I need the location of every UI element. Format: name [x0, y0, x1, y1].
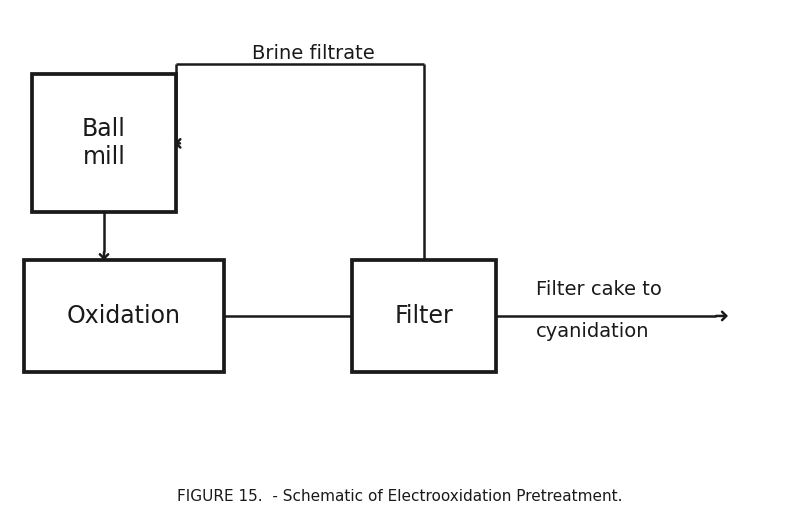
Text: FIGURE 15.  - Schematic of Electrooxidation Pretreatment.: FIGURE 15. - Schematic of Electrooxidati… [178, 490, 622, 504]
Text: cyanidation: cyanidation [536, 322, 650, 341]
FancyBboxPatch shape [32, 74, 176, 212]
FancyBboxPatch shape [352, 260, 496, 372]
Text: Filter cake to: Filter cake to [536, 280, 662, 299]
Text: Filter: Filter [394, 304, 454, 328]
Text: Ball
mill: Ball mill [82, 117, 126, 169]
FancyBboxPatch shape [24, 260, 224, 372]
Text: Oxidation: Oxidation [67, 304, 181, 328]
Text: Brine filtrate: Brine filtrate [252, 44, 374, 63]
